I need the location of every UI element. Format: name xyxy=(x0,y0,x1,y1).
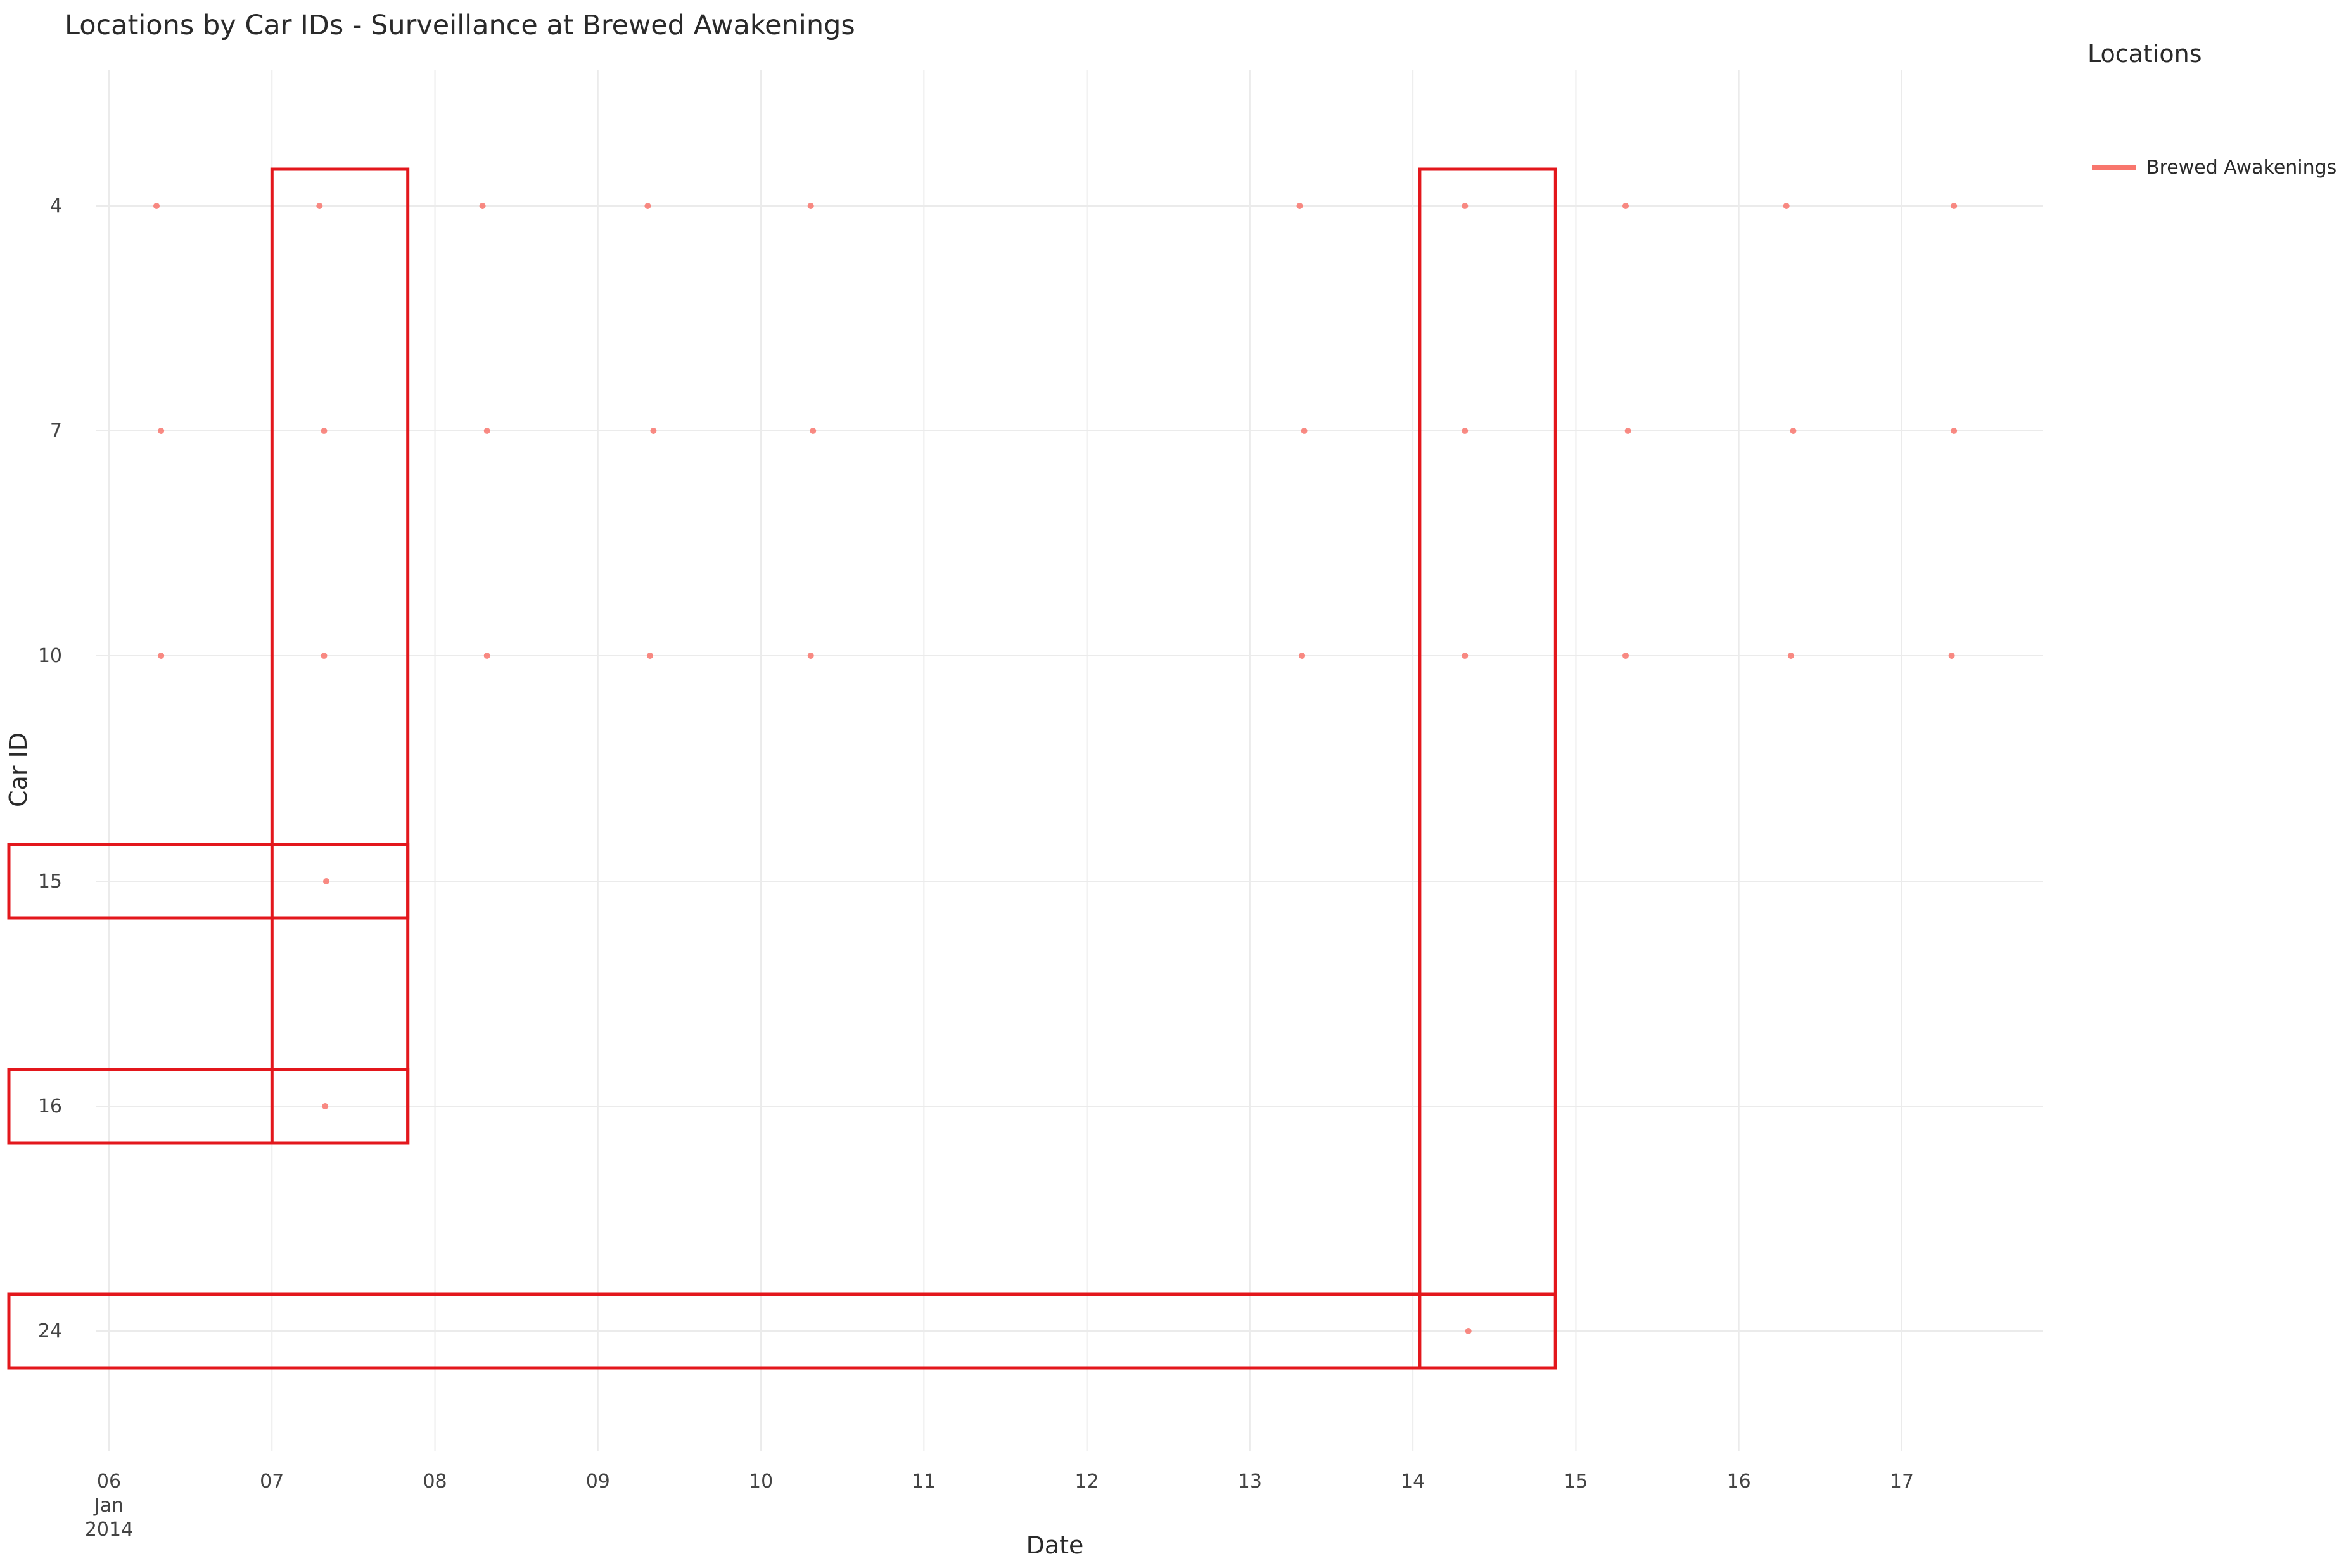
y-tick-label: 10 xyxy=(38,645,62,667)
x-tick-label: 13 xyxy=(1238,1470,1262,1493)
data-point[interactable] xyxy=(323,878,329,884)
x-tick-label: 15 xyxy=(1564,1470,1588,1493)
data-point[interactable] xyxy=(1951,203,1958,209)
highlight-box xyxy=(7,1292,1557,1370)
x-tick-label: 10 xyxy=(749,1470,773,1493)
data-point[interactable] xyxy=(1301,428,1308,434)
data-point[interactable] xyxy=(153,203,160,209)
data-point[interactable] xyxy=(322,1103,329,1109)
data-point[interactable] xyxy=(483,428,490,434)
x-tick-label: 14 xyxy=(1401,1470,1425,1493)
data-point[interactable] xyxy=(479,203,486,209)
data-point[interactable] xyxy=(158,428,165,434)
data-point[interactable] xyxy=(483,653,490,659)
data-point[interactable] xyxy=(1462,203,1469,209)
x-tick-label: 16 xyxy=(1727,1470,1751,1493)
highlight-box xyxy=(7,1068,410,1145)
chart-title: Locations by Car IDs - Surveillance at B… xyxy=(65,10,855,41)
x-axis-title: Date xyxy=(1026,1531,1084,1559)
y-axis-title: Car ID xyxy=(4,732,32,807)
x-tick-label: 09 xyxy=(586,1470,610,1493)
y-tick-label: 7 xyxy=(50,420,62,442)
data-point[interactable] xyxy=(1622,653,1629,659)
highlight-box xyxy=(1418,167,1557,1370)
data-point[interactable] xyxy=(1465,1328,1472,1334)
data-point[interactable] xyxy=(1622,203,1629,209)
data-point[interactable] xyxy=(321,428,328,434)
y-tick-label: 24 xyxy=(38,1320,62,1342)
data-point[interactable] xyxy=(810,428,817,434)
point-layer xyxy=(153,203,1958,1334)
y-tick-label: 16 xyxy=(38,1095,62,1118)
y-tick-label: 15 xyxy=(38,870,62,893)
x-tick-sublabel: 2014 xyxy=(85,1519,133,1541)
data-point[interactable] xyxy=(321,653,328,659)
data-point[interactable] xyxy=(650,428,657,434)
data-point[interactable] xyxy=(1462,653,1469,659)
data-point[interactable] xyxy=(316,203,323,209)
x-tick-label: 11 xyxy=(912,1470,936,1493)
x-tick-label: 12 xyxy=(1075,1470,1099,1493)
annotation-layer xyxy=(7,167,1557,1370)
data-point[interactable] xyxy=(1624,428,1631,434)
data-point[interactable] xyxy=(1948,653,1955,659)
data-point[interactable] xyxy=(1296,203,1303,209)
data-point[interactable] xyxy=(807,203,814,209)
grid-layer xyxy=(96,70,2043,1451)
data-point[interactable] xyxy=(1299,653,1306,659)
data-point[interactable] xyxy=(1783,203,1790,209)
x-tick-label: 08 xyxy=(423,1470,447,1493)
x-tick-label: 07 xyxy=(260,1470,284,1493)
data-point[interactable] xyxy=(1790,428,1797,434)
data-point[interactable] xyxy=(1787,653,1794,659)
highlight-box xyxy=(7,843,410,920)
data-point[interactable] xyxy=(158,653,165,659)
y-tick-label: 4 xyxy=(50,195,62,217)
x-tick-label: 06 xyxy=(97,1470,121,1493)
data-point[interactable] xyxy=(1951,428,1958,434)
legend[interactable]: Locations Brewed Awakenings xyxy=(2087,40,2336,179)
data-point[interactable] xyxy=(647,653,653,659)
data-point[interactable] xyxy=(1462,428,1469,434)
legend-title: Locations xyxy=(2087,40,2202,68)
data-point[interactable] xyxy=(644,203,651,209)
legend-entry-brewed-awakenings[interactable]: Brewed Awakenings xyxy=(2146,156,2336,179)
x-tick-sublabel: Jan xyxy=(93,1495,124,1517)
data-point[interactable] xyxy=(807,653,814,659)
x-tick-label: 17 xyxy=(1890,1470,1914,1493)
